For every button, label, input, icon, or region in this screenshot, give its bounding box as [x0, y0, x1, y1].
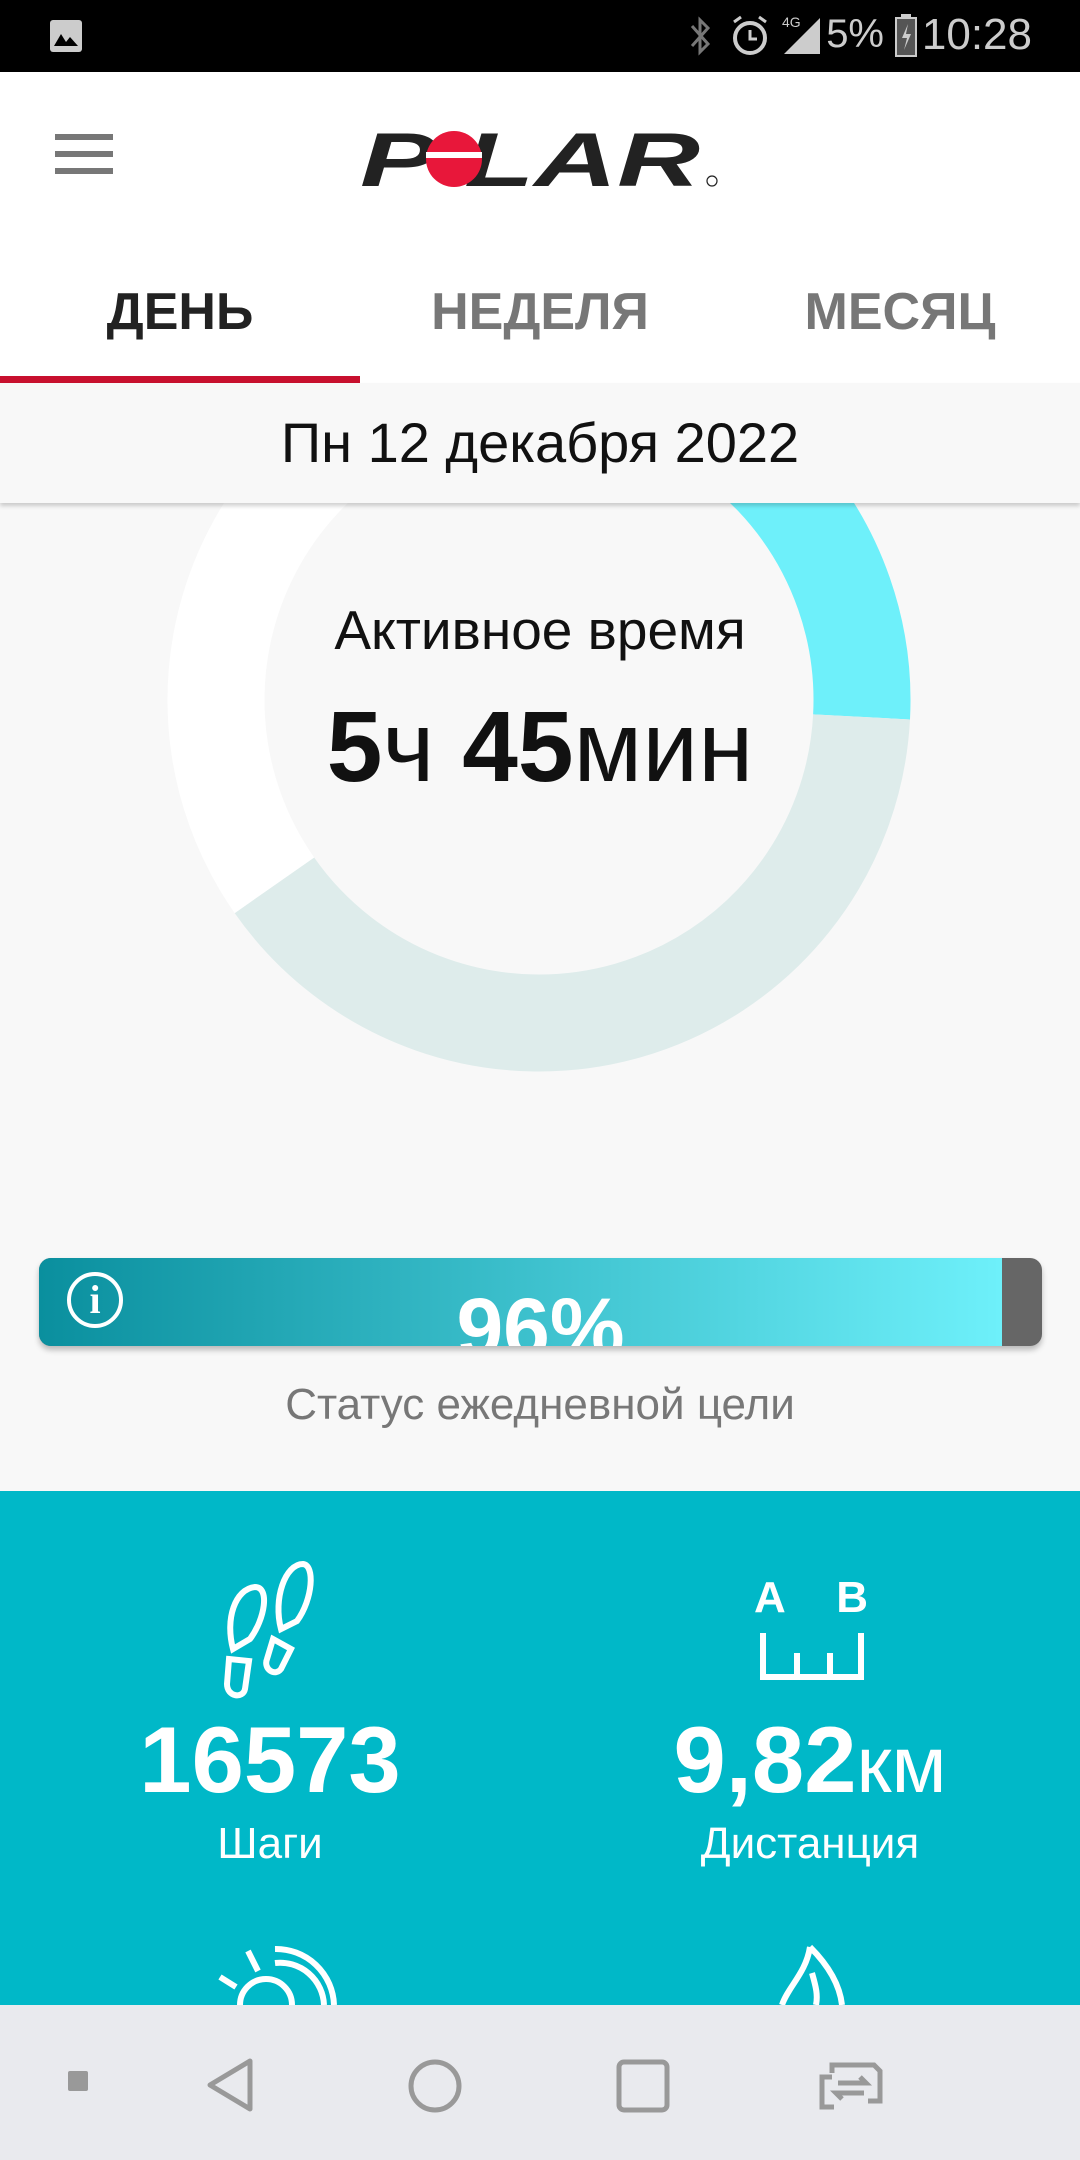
switch-app-icon[interactable]	[818, 2061, 884, 2111]
activity-ring	[167, 383, 911, 1072]
distance-stat[interactable]: A B 9,82км Дистанция	[540, 1491, 1080, 1911]
period-tabs: ДЕНЬ НЕДЕЛЯ МЕСЯЦ	[0, 252, 1080, 383]
active-time-value: 5ч 45мин	[326, 691, 754, 803]
system-nav-bar	[0, 2005, 1080, 2160]
ring-segment	[234, 713, 910, 1072]
stats-panel: 16573 Шаги A B 9,82км Дистанция	[0, 1491, 1080, 2011]
activity-ring-area	[0, 383, 1080, 1283]
tab-day[interactable]: ДЕНЬ	[0, 252, 360, 383]
home-icon[interactable]	[408, 2059, 462, 2113]
network-type: 4G	[782, 14, 801, 30]
distance-value: 9,82км	[673, 1707, 947, 1812]
dot-icon	[68, 2071, 88, 2091]
steps-stat[interactable]: 16573 Шаги	[0, 1491, 540, 1911]
status-bar: 4G 5% 10:28	[0, 0, 1080, 72]
hamburger-icon[interactable]	[55, 134, 113, 178]
back-icon[interactable]	[204, 2057, 256, 2113]
tab-month[interactable]: МЕСЯЦ	[804, 283, 996, 341]
battery-charging-icon	[895, 14, 917, 57]
goal-label: Статус ежедневной цели	[285, 1380, 795, 1429]
sleep-sun-icon	[218, 1945, 337, 2005]
tab-week[interactable]: НЕДЕЛЯ	[431, 283, 649, 341]
steps-label: Шаги	[217, 1819, 323, 1868]
daily-goal-bar[interactable]: 96% i	[39, 1258, 1042, 1346]
footsteps-icon	[223, 1560, 314, 1699]
date-selector[interactable]: Пн 12 декабря 2022	[0, 383, 1080, 503]
gallery-icon	[50, 20, 82, 52]
info-icon[interactable]: i	[67, 1272, 123, 1328]
recents-icon[interactable]	[616, 2059, 670, 2113]
alarm-icon	[733, 15, 767, 55]
signal-icon	[784, 18, 820, 54]
battery-percent: 5%	[826, 12, 884, 56]
app-header: P LAR	[0, 72, 1080, 252]
calories-flame-icon	[779, 1944, 845, 2005]
goal-percent: 96%	[456, 1281, 625, 1346]
goal-progress-fill	[39, 1258, 1002, 1346]
active-time-label: Активное время	[334, 599, 746, 661]
polar-logo: P LAR	[360, 118, 720, 203]
distance-label: Дистанция	[700, 1819, 920, 1868]
clock: 10:28	[921, 10, 1032, 59]
svg-text:P LAR: P LAR	[360, 124, 700, 194]
steps-value: 16573	[139, 1707, 401, 1812]
distance-ab-icon: A B	[754, 1573, 868, 1680]
bluetooth-icon	[690, 16, 711, 56]
